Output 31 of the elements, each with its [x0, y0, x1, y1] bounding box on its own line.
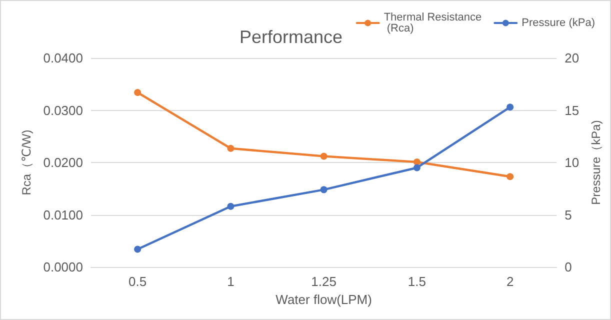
legend-label: Thermal Resistance (Rca) — [384, 12, 482, 34]
y2-tick-label: 15 — [564, 102, 580, 118]
point — [506, 104, 514, 111]
point — [320, 152, 328, 160]
x-tick-label: 2 — [506, 274, 514, 289]
y2-axis-title: Pressure（kPa) — [589, 120, 603, 205]
point — [134, 88, 142, 96]
point — [134, 246, 142, 253]
x-tick-label: 1.25 — [311, 274, 336, 289]
point — [413, 158, 420, 166]
x-axis-title: Water flow(LPM) — [276, 292, 372, 307]
point — [227, 202, 234, 210]
point — [320, 186, 328, 194]
x-tick-label: 1.5 — [408, 274, 426, 289]
y-tick-label: 0.0400 — [43, 50, 83, 66]
y2-tick-label: 10 — [564, 155, 580, 170]
y-tick-label: 0.0000 — [43, 260, 83, 274]
y2-tick-label: 0 — [564, 260, 572, 274]
x-tick-label: 1 — [227, 274, 234, 289]
point — [413, 164, 420, 172]
x-tick-label: 0.5 — [128, 274, 147, 289]
y2-tick-label: 20 — [564, 50, 580, 66]
y-tick-label: 0.0100 — [43, 207, 83, 222]
y2-tick-label: 5 — [564, 207, 572, 222]
y-tick-label: 0.0200 — [43, 155, 83, 170]
point — [506, 173, 514, 180]
chart-title: Performance — [239, 27, 343, 47]
y-tick-label: 0.0300 — [43, 102, 83, 118]
legend-label: Pressure (kPa) — [522, 17, 596, 29]
point — [227, 144, 234, 152]
y-axis-title: Rca（℃/W) — [19, 130, 34, 196]
